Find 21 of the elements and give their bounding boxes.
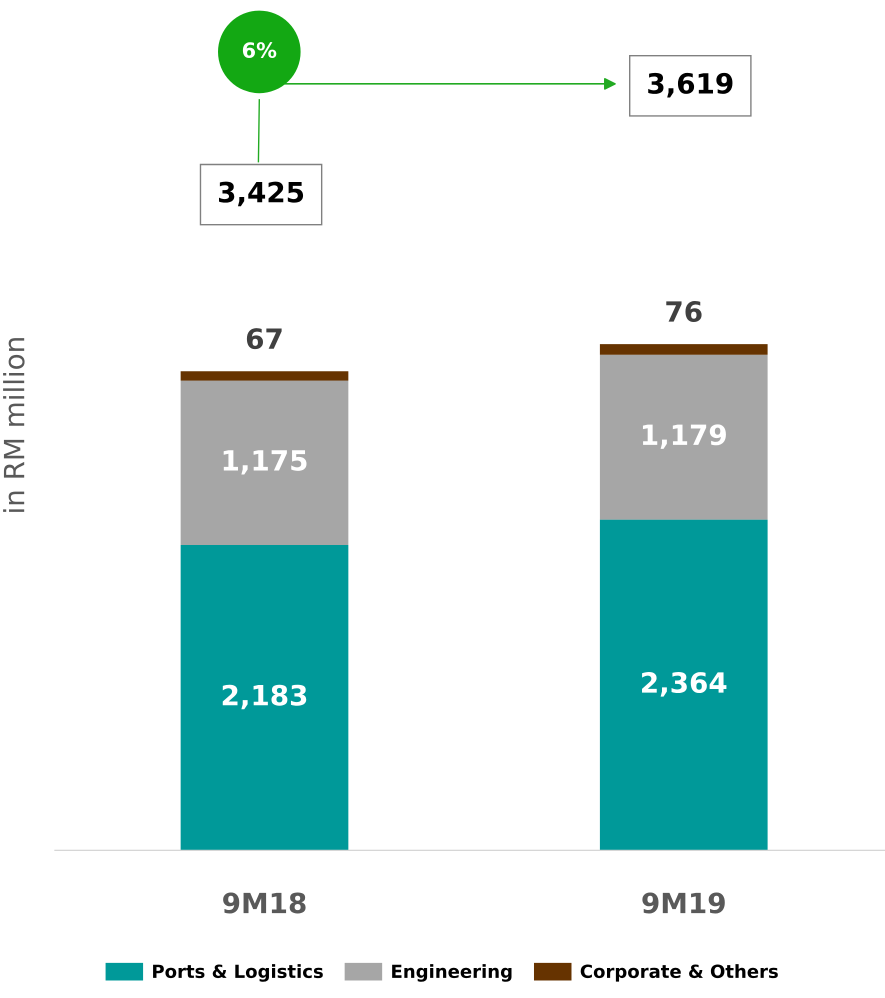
data-label: 2,364 [642,672,726,697]
data-label: 1,175 [224,450,306,474]
bar [600,344,768,355]
legend-label: Corporate & Others [580,964,778,982]
text: 6% [242,42,276,58]
text: 3,425 [219,182,304,206]
text: 3,619 [648,72,732,98]
y-axis-title: in RM million [3,338,25,512]
data-label: 1,179 [642,424,726,449]
bar [180,544,348,850]
legend-label: Engineering [392,964,512,982]
data-label: 76 [666,301,702,322]
bar [180,380,348,545]
x-tick-label: 9M18 [223,892,306,914]
data-label: 67 [246,328,282,350]
data-label: 2,183 [222,684,306,710]
bar [180,371,348,381]
bar [600,354,768,520]
x-tick-label: 9M19 [642,892,725,914]
bar [600,520,768,850]
legend-label: Ports & Logistics [153,964,323,982]
